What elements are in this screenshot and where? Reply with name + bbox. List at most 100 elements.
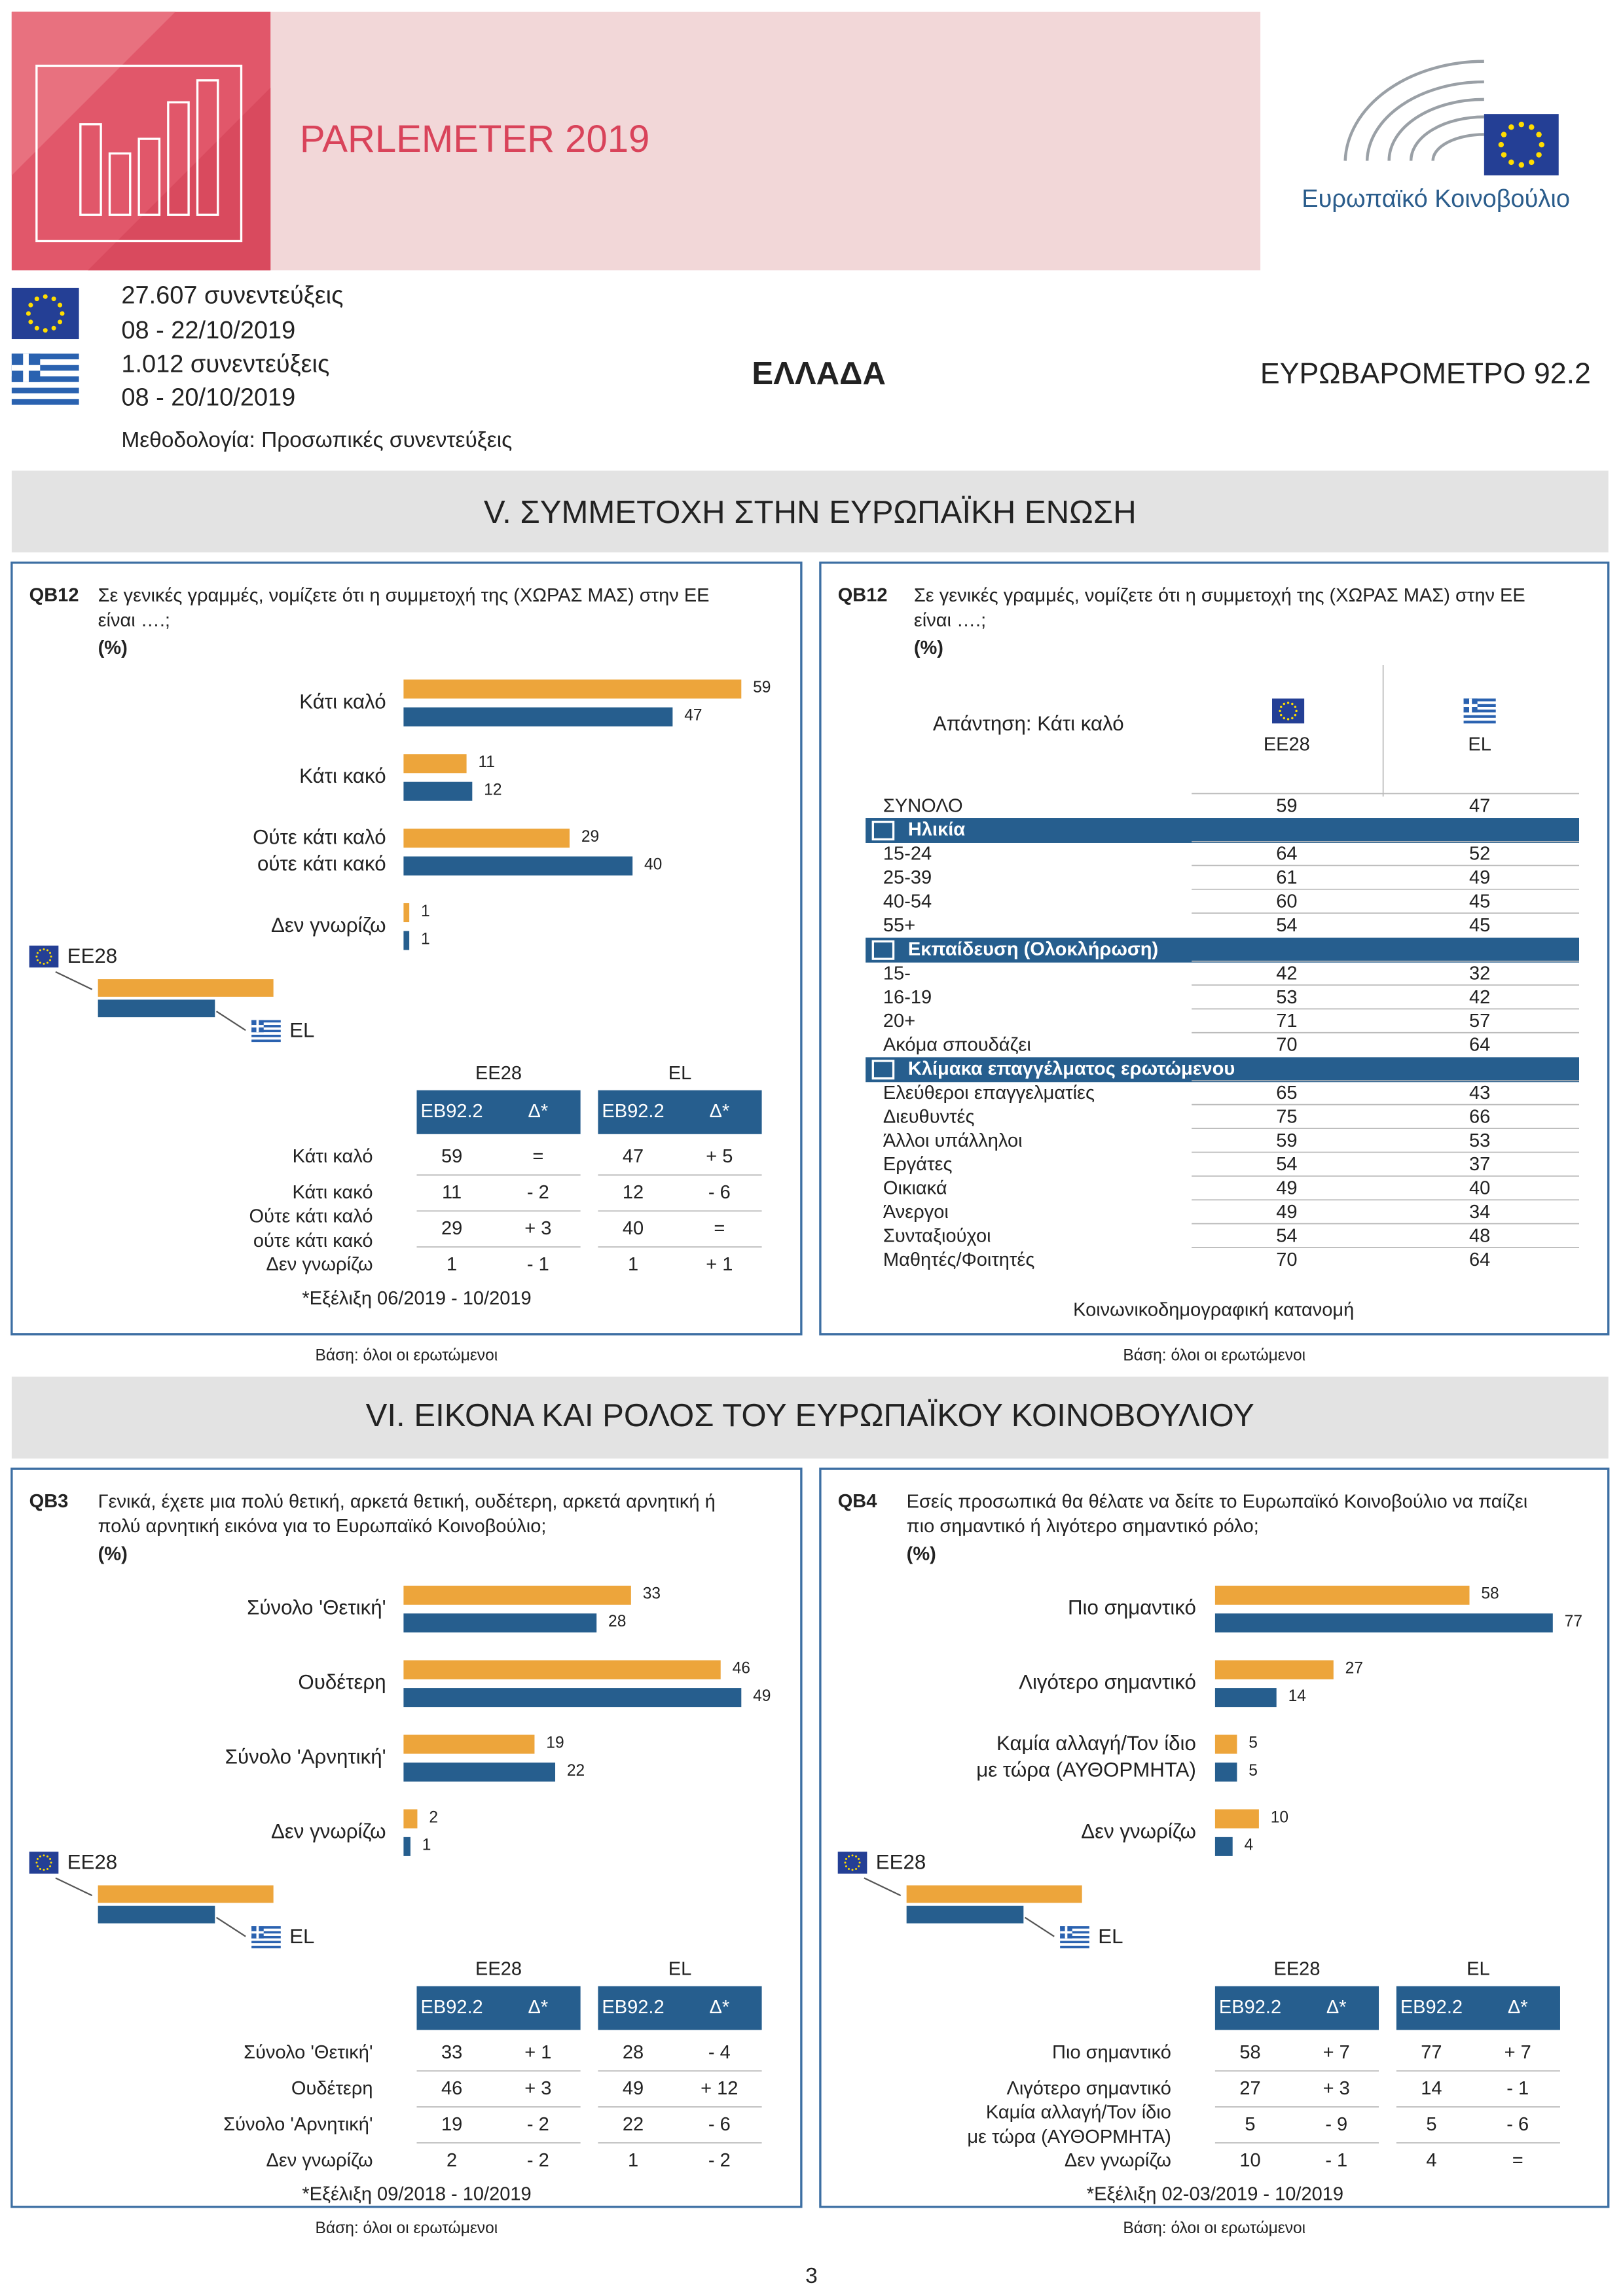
bar <box>1214 1688 1277 1708</box>
value-label: 22 <box>567 1762 585 1780</box>
value-label: 1 <box>421 903 430 920</box>
table-value: 10 <box>1239 2150 1260 2171</box>
legend-label: EE28 <box>67 944 117 967</box>
eu-flag-star <box>1286 718 1290 721</box>
eu-flag-star <box>39 949 41 952</box>
eu-flag-star <box>1280 706 1283 708</box>
value-label: 27 <box>1345 1660 1363 1677</box>
gr-flag-stripe <box>1060 1926 1089 1929</box>
text-line: Γενικά, έχετε μια πολύ θετική, αρκετά θε… <box>98 1491 716 1512</box>
table-value: 1 <box>628 2150 638 2171</box>
table-column-header: EB92.2 <box>421 1997 483 2018</box>
gr-flag-stripe <box>1463 717 1496 721</box>
eu-flag-star <box>51 325 56 331</box>
bar <box>1214 1613 1553 1633</box>
value-label: 58 <box>1481 1585 1499 1603</box>
table-value: 29 <box>441 1218 462 1239</box>
table-column-header: EB92.2 <box>602 1101 664 1122</box>
text-line: Καμία αλλαγή/Τον ίδιο <box>996 1732 1196 1755</box>
table-column-header: Δ* <box>1326 1997 1347 2018</box>
table-change: - 2 <box>527 1182 549 1203</box>
unit: (%) <box>907 1544 936 1565</box>
eu-flag-star <box>36 952 39 954</box>
eu-flag-star <box>1529 124 1535 130</box>
table-value: 19 <box>441 2114 462 2135</box>
gr-flag-stripe <box>1463 704 1496 708</box>
text-line: ούτε κάτι κακό <box>253 1230 373 1251</box>
eu-flag-star <box>58 302 63 308</box>
gr-flag-stripe <box>251 1933 281 1936</box>
table-change: + 3 <box>524 1218 551 1239</box>
eu-flag-star <box>46 949 49 952</box>
row-value: 45 <box>1469 915 1490 936</box>
eu-flag-star <box>39 961 41 964</box>
bar <box>403 1613 597 1633</box>
eu-flag-star <box>1294 713 1297 717</box>
eu-flag-star <box>1283 717 1286 719</box>
eu-flag-star <box>50 955 52 958</box>
bar <box>403 707 673 726</box>
value-label: 40 <box>644 855 662 873</box>
eu-flag-star <box>858 1861 861 1864</box>
panel-border <box>10 562 803 1336</box>
value-label: 33 <box>643 1585 661 1603</box>
panel-border <box>819 562 1610 1336</box>
eu-flag-star <box>855 1855 858 1857</box>
table-value: 2 <box>447 2150 457 2171</box>
gr-flag-stripe <box>1060 1935 1089 1939</box>
row-value: 64 <box>1469 1249 1490 1270</box>
text-line: με τώρα (ΑΥΘΟΡΜΗΤΑ) <box>967 2126 1171 2147</box>
gr-flag-stripe <box>251 1938 281 1941</box>
row-value: 34 <box>1469 1202 1490 1223</box>
value-label: 11 <box>478 753 494 771</box>
table-value: 11 <box>442 1182 462 1203</box>
eu-flag-star <box>1508 159 1514 166</box>
row-value: 47 <box>1469 795 1490 816</box>
legend-swatch <box>98 979 274 997</box>
eu-flag-star <box>34 296 39 302</box>
table-change: + 3 <box>1323 2078 1350 2099</box>
eu-flag-star <box>1508 124 1514 130</box>
table-change: = <box>714 1218 725 1239</box>
header-icon-shade <box>11 11 175 175</box>
eu-flag-star <box>1501 132 1507 137</box>
legend-label: EE28 <box>67 1850 117 1873</box>
gr-flag-stripe <box>1060 1943 1089 1946</box>
section-title: VI. ΕΙΚΟΝΑ ΚΑΙ ΡΟΛΟΣ ΤΟΥ ΕΥΡΩΠΑΪΚΟΥ ΚΟΙΝ… <box>366 1398 1254 1433</box>
bar <box>403 856 633 876</box>
table-row-label: Καμία αλλαγή/Τον ίδιο με τώρα (ΑΥΘΟΡΜΗΤΑ) <box>967 2102 1171 2147</box>
eu-flag-star <box>855 1867 858 1871</box>
eu-flag-star <box>51 296 56 302</box>
table-column-header: EB92.2 <box>1219 1997 1281 2018</box>
table-change: - 2 <box>708 2150 731 2171</box>
category-label: Κάτι καλό <box>299 690 386 713</box>
eu-flag-star <box>1286 702 1290 704</box>
row-value: 53 <box>1469 1130 1490 1151</box>
table-column-header: Δ* <box>709 1997 729 2018</box>
gr-flag-stripe <box>251 1027 281 1030</box>
eu-dates: 08 - 22/10/2019 <box>121 317 295 344</box>
gr-flag-stripe <box>1060 1931 1089 1934</box>
bar <box>403 1660 721 1679</box>
legend-label: EL <box>289 1925 314 1948</box>
eu-flag-star <box>847 1855 850 1857</box>
gr-flag-stripe <box>1060 1945 1089 1948</box>
table-change: + 1 <box>706 1254 733 1275</box>
table-change: + 12 <box>701 2078 738 2099</box>
row-value: 52 <box>1469 844 1490 865</box>
row-label: Ακόμα σπουδάζει <box>883 1035 1031 1056</box>
group-icon <box>871 940 895 960</box>
gr-flag-stripe <box>11 376 79 382</box>
row-value: 42 <box>1276 963 1297 984</box>
gr-flag-stripe <box>1463 715 1496 718</box>
row-label: 15- <box>883 963 911 984</box>
eu-flag-star <box>43 963 45 965</box>
category-label: Καμία αλλαγή/Τον ίδιο με τώρα (ΑΥΘΟΡΜΗΤΑ) <box>976 1732 1196 1782</box>
table-row-label: Ούτε κάτι καλό ούτε κάτι κακό <box>249 1206 373 1251</box>
table-column-header: Δ* <box>1508 1997 1528 2018</box>
bar <box>403 1809 418 1829</box>
table-value: 12 <box>623 1182 644 1203</box>
row-label: Οικιακά <box>883 1178 947 1199</box>
row-value: 54 <box>1276 915 1297 936</box>
gr-flag-cross <box>23 353 29 382</box>
